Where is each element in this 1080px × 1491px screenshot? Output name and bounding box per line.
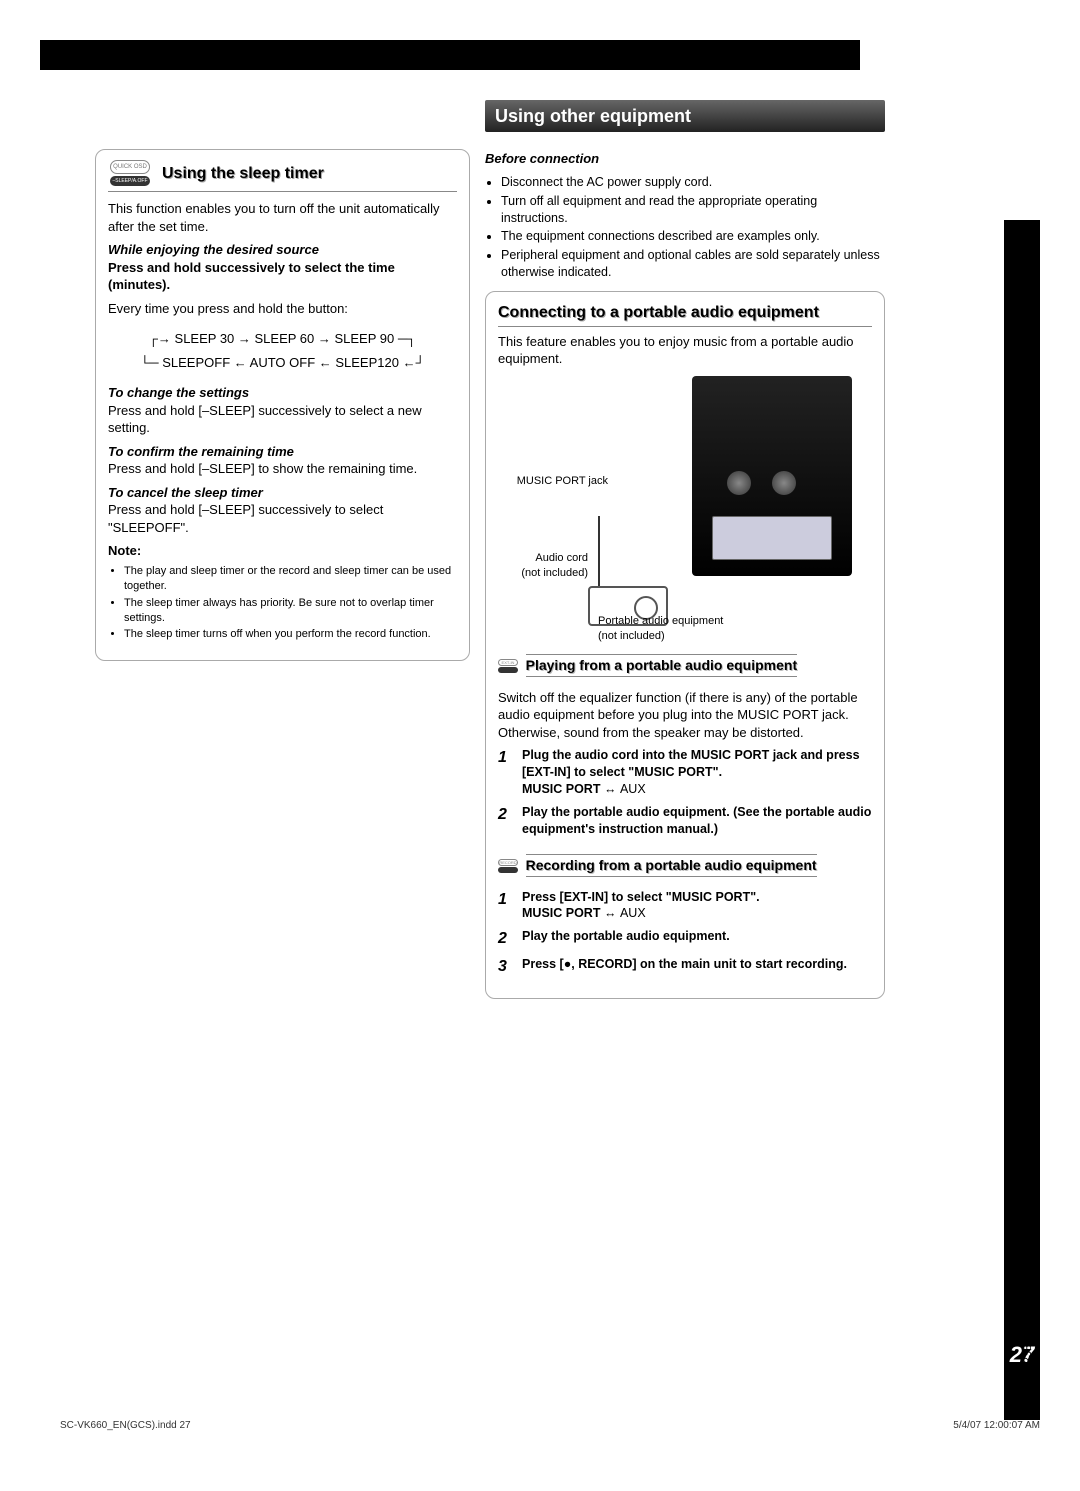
- before-item: The equipment connections described are …: [501, 228, 885, 245]
- top-black-bar: [40, 40, 860, 70]
- play-subsection: EXT-IN Playing from a portable audio equ…: [498, 644, 872, 683]
- sleep-cycle-diagram: ┌→ SLEEP 30 → SLEEP 60 → SLEEP 90 ─┐ └─ …: [108, 327, 457, 374]
- before-item: Peripheral equipment and optional cables…: [501, 247, 885, 281]
- step-number: 2: [498, 804, 514, 838]
- sleep-intro: This function enables you to turn off th…: [108, 200, 457, 235]
- right-column: Using other equipment Before connection …: [485, 100, 885, 999]
- footer-left: SC-VK660_EN(GCS).indd 27: [60, 1419, 191, 1433]
- label-music-port: MUSIC PORT jack: [498, 474, 608, 489]
- step: 1 Press [EXT-IN] to select "MUSIC PORT".…: [498, 889, 872, 923]
- footer-right: 5/4/07 12:00:07 AM: [953, 1419, 1040, 1433]
- note-label: Note:: [108, 542, 457, 560]
- sleep-button-icon: QUICK OSD –SLEEP/A.OFF: [108, 158, 152, 186]
- step-number: 1: [498, 747, 514, 798]
- before-connection-heading: Before connection: [485, 150, 885, 168]
- page: 27 RQTV0238 OTHER OPERATIONS QUICK OSD –…: [40, 40, 1040, 1440]
- note-list: The play and sleep timer or the record a…: [124, 564, 457, 642]
- sleep-timer-box: QUICK OSD –SLEEP/A.OFF Using the sleep t…: [95, 149, 470, 661]
- while-enjoying: While enjoying the desired source Press …: [108, 241, 457, 294]
- left-column: QUICK OSD –SLEEP/A.OFF Using the sleep t…: [95, 145, 470, 661]
- step-text: Play the portable audio equipment. (See …: [522, 804, 872, 838]
- play-steps: 1 Plug the audio cord into the MUSIC POR…: [498, 747, 872, 837]
- play-intro: Switch off the equalizer function (if th…: [498, 689, 872, 742]
- to-confirm: To confirm the remaining time Press and …: [108, 443, 457, 478]
- step: 2 Play the portable audio equipment.: [498, 928, 872, 950]
- label-audio-cord: Audio cord (not included): [498, 551, 588, 581]
- connect-intro: This feature enables you to enjoy music …: [498, 333, 872, 368]
- step-text: Play the portable audio equipment.: [522, 928, 872, 950]
- page-footer: SC-VK660_EN(GCS).indd 27 5/4/07 12:00:07…: [60, 1419, 1040, 1433]
- doc-code: RQTV0238: [1021, 1345, 1036, 1400]
- play-title: Playing from a portable audio equipment: [526, 654, 797, 677]
- step: 1 Plug the audio cord into the MUSIC POR…: [498, 747, 872, 798]
- before-item: Disconnect the AC power supply cord.: [501, 174, 885, 191]
- stereo-unit-icon: [692, 376, 852, 576]
- note-item: The sleep timer always has priority. Be …: [124, 596, 457, 626]
- sleep-title-row: QUICK OSD –SLEEP/A.OFF Using the sleep t…: [108, 160, 457, 192]
- connection-diagram: MUSIC PORT jack Audio cord (not included…: [498, 376, 872, 636]
- before-list: Disconnect the AC power supply cord. Tur…: [501, 174, 885, 281]
- note-item: The play and sleep timer or the record a…: [124, 564, 457, 594]
- record-subsection: RECORD Recording from a portable audio e…: [498, 844, 872, 883]
- step-text: Plug the audio cord into the MUSIC PORT …: [522, 747, 872, 798]
- right-black-bar: 27: [1004, 220, 1040, 1420]
- ext-in-icon: EXT-IN: [498, 659, 520, 673]
- connect-title: Connecting to a portable audio equipment: [498, 302, 872, 327]
- step-text: Press [EXT-IN] to select "MUSIC PORT". M…: [522, 889, 872, 923]
- label-portable: Portable audio equipment (not included): [598, 614, 723, 644]
- step-number: 2: [498, 928, 514, 950]
- step-text: Press [●, RECORD] on the main unit to st…: [522, 956, 872, 978]
- step-number: 1: [498, 889, 514, 923]
- step-number: 3: [498, 956, 514, 978]
- every-time: Every time you press and hold the button…: [108, 300, 457, 318]
- record-steps: 1 Press [EXT-IN] to select "MUSIC PORT".…: [498, 889, 872, 978]
- to-change: To change the settings Press and hold [–…: [108, 384, 457, 437]
- connect-box: Connecting to a portable audio equipment…: [485, 291, 885, 998]
- before-item: Turn off all equipment and read the appr…: [501, 193, 885, 227]
- step: 2 Play the portable audio equipment. (Se…: [498, 804, 872, 838]
- step: 3 Press [●, RECORD] on the main unit to …: [498, 956, 872, 978]
- note-item: The sleep timer turns off when you perfo…: [124, 627, 457, 642]
- sleep-title: Using the sleep timer: [162, 163, 324, 185]
- record-title: Recording from a portable audio equipmen…: [526, 854, 817, 877]
- record-icon: RECORD: [498, 859, 520, 873]
- section-side-label: OTHER OPERATIONS: [1002, 470, 1020, 612]
- to-cancel: To cancel the sleep timer Press and hold…: [108, 484, 457, 537]
- section-title: Using other equipment: [485, 100, 885, 132]
